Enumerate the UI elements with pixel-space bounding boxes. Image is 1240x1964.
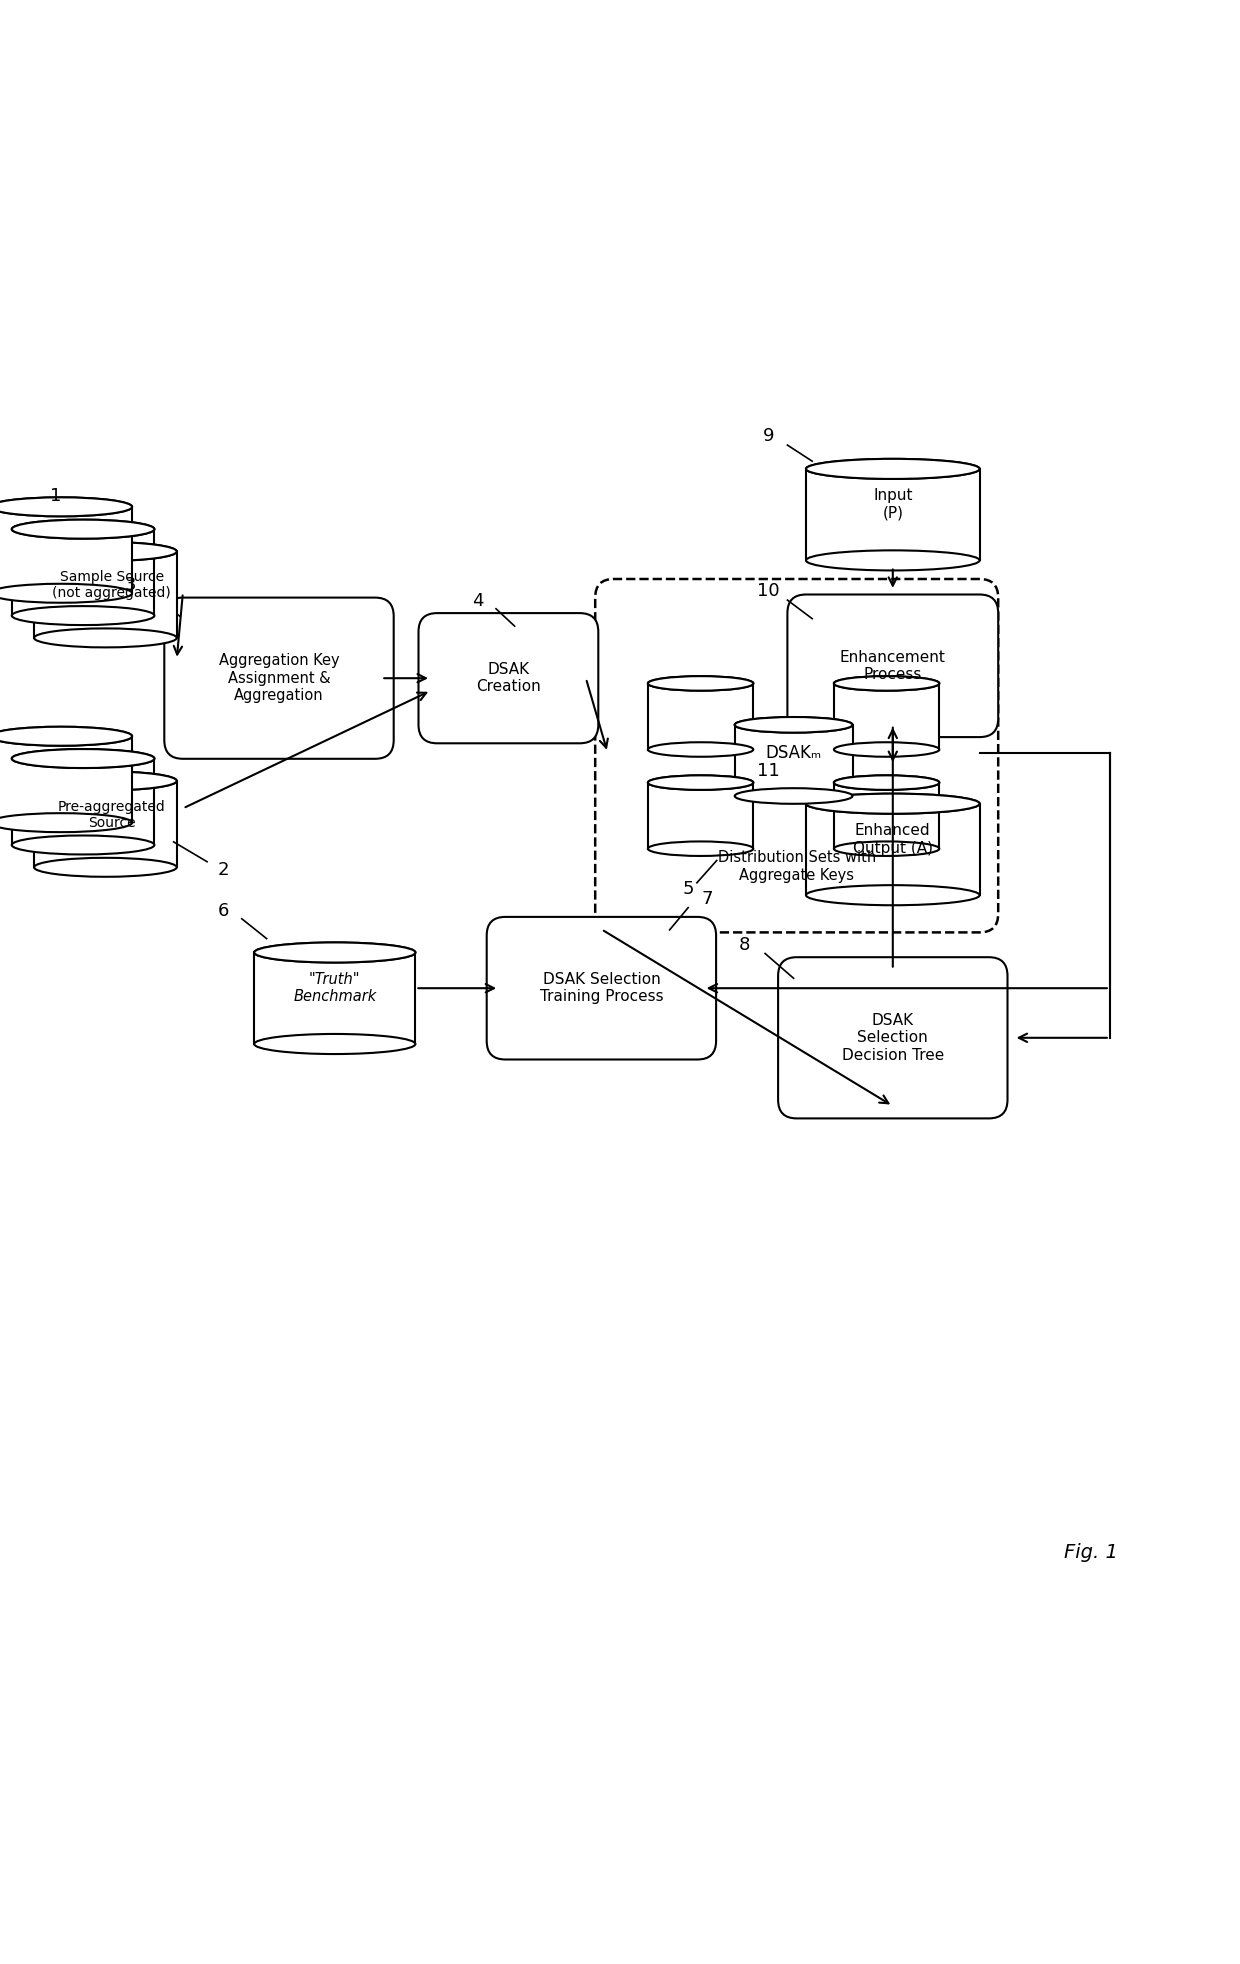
Text: Enhancement
Process: Enhancement Process [839, 650, 946, 682]
Text: Sample Source
(not aggregated): Sample Source (not aggregated) [52, 570, 171, 601]
Ellipse shape [647, 676, 754, 691]
FancyBboxPatch shape [486, 917, 715, 1059]
FancyBboxPatch shape [0, 736, 131, 823]
FancyBboxPatch shape [647, 782, 753, 848]
Ellipse shape [0, 497, 131, 517]
Text: DSAKₘ: DSAKₘ [765, 744, 822, 762]
Text: 6: 6 [217, 901, 229, 921]
Text: 5: 5 [682, 880, 694, 898]
Text: 4: 4 [471, 593, 484, 611]
Ellipse shape [833, 776, 940, 790]
Text: 11: 11 [758, 762, 780, 780]
Ellipse shape [806, 886, 980, 905]
Ellipse shape [734, 717, 853, 733]
Text: "Truth"
Benchmark: "Truth" Benchmark [293, 972, 377, 1004]
Ellipse shape [647, 676, 754, 691]
Ellipse shape [12, 835, 154, 854]
Ellipse shape [806, 460, 980, 479]
FancyBboxPatch shape [254, 953, 415, 1045]
Ellipse shape [833, 676, 940, 691]
FancyBboxPatch shape [164, 597, 394, 758]
Ellipse shape [806, 460, 980, 479]
Ellipse shape [734, 788, 853, 803]
Ellipse shape [35, 858, 177, 876]
Text: DSAK
Selection
Decision Tree: DSAK Selection Decision Tree [842, 1013, 944, 1063]
FancyBboxPatch shape [806, 469, 980, 560]
Ellipse shape [12, 748, 154, 768]
Ellipse shape [647, 776, 754, 790]
Ellipse shape [734, 717, 853, 733]
FancyBboxPatch shape [35, 552, 177, 638]
Text: 2: 2 [217, 862, 229, 880]
Text: 1: 1 [50, 487, 62, 505]
Ellipse shape [35, 542, 177, 562]
FancyBboxPatch shape [787, 595, 998, 736]
FancyBboxPatch shape [12, 528, 154, 615]
Ellipse shape [647, 841, 754, 856]
Text: 3: 3 [124, 575, 136, 595]
Ellipse shape [12, 520, 154, 538]
Ellipse shape [35, 772, 177, 790]
Ellipse shape [35, 628, 177, 648]
Text: 9: 9 [763, 428, 775, 446]
FancyBboxPatch shape [647, 683, 753, 750]
FancyBboxPatch shape [833, 683, 940, 750]
Ellipse shape [0, 727, 131, 746]
FancyBboxPatch shape [0, 507, 131, 593]
Ellipse shape [833, 841, 940, 856]
Ellipse shape [254, 943, 415, 962]
Ellipse shape [0, 727, 131, 746]
Ellipse shape [12, 520, 154, 538]
Ellipse shape [0, 813, 131, 833]
FancyBboxPatch shape [595, 579, 998, 933]
FancyBboxPatch shape [418, 613, 598, 742]
Ellipse shape [833, 676, 940, 691]
Ellipse shape [806, 550, 980, 570]
Ellipse shape [35, 772, 177, 790]
Ellipse shape [806, 793, 980, 813]
Text: 10: 10 [758, 583, 780, 601]
Ellipse shape [833, 776, 940, 790]
Ellipse shape [254, 943, 415, 962]
Text: Aggregation Key
Assignment &
Aggregation: Aggregation Key Assignment & Aggregation [218, 654, 340, 703]
Text: Enhanced
Output (A): Enhanced Output (A) [853, 823, 932, 856]
Ellipse shape [647, 742, 754, 756]
Text: DSAK Selection
Training Process: DSAK Selection Training Process [539, 972, 663, 1004]
FancyBboxPatch shape [779, 956, 1007, 1118]
FancyBboxPatch shape [734, 725, 853, 795]
Ellipse shape [35, 542, 177, 562]
FancyBboxPatch shape [12, 758, 154, 845]
Ellipse shape [647, 776, 754, 790]
Text: 7: 7 [701, 890, 713, 907]
Ellipse shape [806, 793, 980, 813]
Ellipse shape [0, 497, 131, 517]
Text: Distribution Sets with
Aggregate Keys: Distribution Sets with Aggregate Keys [718, 850, 875, 882]
Text: Pre-aggregated
Source: Pre-aggregated Source [58, 799, 165, 829]
Ellipse shape [833, 742, 940, 756]
Ellipse shape [0, 583, 131, 603]
FancyBboxPatch shape [35, 782, 177, 868]
FancyBboxPatch shape [806, 803, 980, 896]
Text: Fig. 1: Fig. 1 [1064, 1544, 1118, 1561]
Text: Input
(P): Input (P) [873, 489, 913, 520]
FancyBboxPatch shape [833, 782, 940, 848]
Ellipse shape [12, 748, 154, 768]
Ellipse shape [254, 1033, 415, 1055]
Ellipse shape [12, 607, 154, 625]
Text: 8: 8 [738, 935, 750, 955]
Text: DSAK
Creation: DSAK Creation [476, 662, 541, 695]
